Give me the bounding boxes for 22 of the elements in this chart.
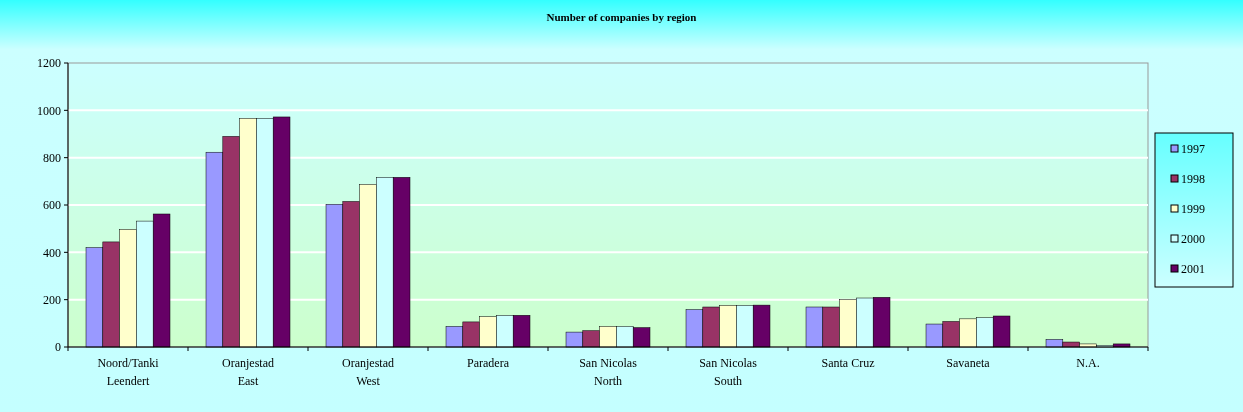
y-tick-label: 400 — [43, 245, 61, 260]
x-tick-label: San Nicolas North — [579, 356, 638, 388]
chart-title: Number of companies by region — [546, 11, 697, 23]
x-tick-label: Noord/Tanki Leendert — [97, 356, 160, 388]
legend-label: 2000 — [1181, 232, 1205, 247]
x-tick-label: N.A. — [1076, 356, 1100, 370]
x-tick-label: Paradera — [467, 356, 510, 370]
legend-label: 2001 — [1181, 262, 1205, 277]
x-tick-label: Santa Cruz — [821, 356, 875, 370]
y-tick-label: 800 — [43, 150, 61, 165]
legend-label: 1998 — [1181, 172, 1205, 187]
x-tick-label: San Nicolas South — [699, 356, 758, 388]
y-tick-label: 600 — [43, 198, 61, 213]
y-tick-label: 200 — [43, 292, 61, 307]
x-tick-label: Savaneta — [946, 356, 991, 370]
y-tick-label: 1200 — [37, 56, 61, 71]
legend-label: 1997 — [1181, 142, 1205, 157]
x-tick-label: Oranjestad West — [342, 356, 394, 388]
legend-label: 1999 — [1181, 202, 1205, 217]
x-tick-label: Oranjestad East — [222, 356, 274, 388]
y-tick-label: 0 — [55, 340, 61, 355]
y-tick-label: 1000 — [37, 103, 61, 118]
